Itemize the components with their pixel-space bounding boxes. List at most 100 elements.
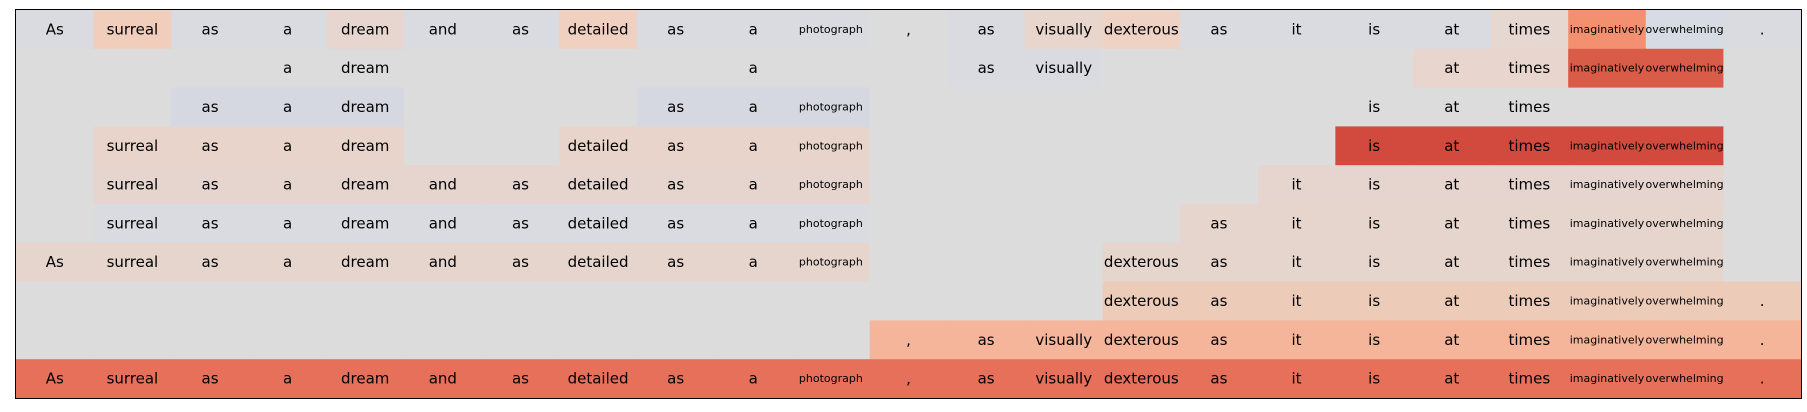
token-label: at (1444, 137, 1459, 155)
token-label: surreal (107, 370, 159, 388)
token-label: overwhelming (1646, 372, 1724, 385)
token-label: as (1210, 20, 1227, 38)
heatmap-cell (559, 10, 638, 50)
heatmap-cell (1645, 242, 1724, 283)
heatmap-cell (1102, 87, 1181, 127)
token-label: a (749, 214, 758, 232)
token-label: as (978, 20, 995, 38)
heatmap-cell (1335, 48, 1414, 89)
heatmap-cell (947, 281, 1026, 321)
token-label: photograph (799, 23, 863, 36)
heatmap-cell (792, 320, 871, 360)
heatmap-cell (1645, 126, 1724, 166)
heatmap-cell (1723, 242, 1802, 283)
heatmap-cell (481, 242, 560, 283)
token-label: overwhelming (1646, 23, 1724, 36)
heatmap-cell (1723, 126, 1802, 166)
token-label: photograph (799, 139, 863, 152)
heatmap-cell (559, 165, 638, 205)
token-label: at (1444, 59, 1459, 77)
token-label: detailed (568, 214, 629, 232)
token-label: dexterous (1104, 253, 1179, 271)
heatmap-cell (1568, 359, 1647, 399)
heatmap-cell (636, 359, 716, 399)
heatmap-cell (93, 126, 172, 166)
heatmap-cell (248, 165, 328, 205)
heatmap-cell (1723, 281, 1802, 321)
token-label: imaginatively (1570, 23, 1645, 36)
heatmap-cell (1257, 242, 1336, 283)
heatmap-cell (16, 165, 95, 205)
heatmap-cell (326, 204, 405, 244)
token-label: photograph (799, 217, 863, 230)
token-label: it (1292, 292, 1302, 310)
heatmap-cell (1645, 281, 1724, 321)
token-label: a (283, 176, 292, 194)
token-label: , (906, 370, 911, 388)
heatmap-cell (171, 87, 250, 127)
heatmap-cell (1102, 359, 1181, 399)
heatmap-cell (1568, 281, 1647, 321)
heatmap-cell (404, 242, 483, 283)
token-label: overwhelming (1646, 333, 1724, 346)
token-label: as (1210, 292, 1227, 310)
heatmap-cell (1490, 126, 1569, 166)
heatmap-cell (1335, 165, 1414, 205)
heatmap-cell (1102, 48, 1181, 89)
heatmap-cell (1412, 126, 1492, 166)
heatmap-cell (1102, 165, 1181, 205)
heatmap-cell (481, 10, 560, 50)
heatmap-cell (93, 359, 172, 399)
heatmap-cell (1102, 242, 1181, 283)
heatmap-cell (1645, 10, 1724, 50)
heatmap-cell (559, 320, 638, 360)
heatmap-cell (481, 204, 560, 244)
heatmap-cell (1568, 320, 1647, 360)
heatmap-cell (248, 320, 328, 360)
token-label: detailed (568, 20, 629, 38)
token-label: at (1444, 331, 1459, 349)
heatmap-cell (792, 204, 871, 244)
heatmap-cell (93, 10, 172, 50)
heatmap-cell (171, 204, 250, 244)
token-label: as (667, 370, 684, 388)
token-label: and (429, 214, 457, 232)
heatmap-cell (248, 87, 328, 127)
token-label: as (202, 20, 219, 38)
token-label: at (1444, 253, 1459, 271)
heatmap-cell (1490, 281, 1569, 321)
heatmap-cell (714, 281, 793, 321)
token-label: overwhelming (1646, 217, 1724, 230)
token-label: dream (341, 253, 389, 271)
heatmap-cell (792, 126, 871, 166)
token-label: a (749, 20, 758, 38)
token-label: as (978, 370, 995, 388)
heatmap-cell (93, 165, 172, 205)
heatmap-cell (1335, 242, 1414, 283)
heatmap-cell (481, 320, 560, 360)
token-label: is (1368, 331, 1380, 349)
token-label: imaginatively (1570, 333, 1645, 346)
heatmap-cell (16, 10, 95, 50)
heatmap-cell (404, 204, 483, 244)
token-label: overwhelming (1646, 178, 1724, 191)
token-label: detailed (568, 370, 629, 388)
heatmap-cell (636, 165, 716, 205)
token-label: times (1509, 137, 1551, 155)
heatmap-cell (171, 126, 250, 166)
heatmap-cell (869, 204, 948, 244)
heatmap-cell (1024, 48, 1104, 89)
heatmap-cell (1568, 242, 1647, 283)
token-label: a (749, 59, 758, 77)
heatmap-cell (559, 126, 638, 166)
heatmap-cell (248, 359, 328, 399)
token-label: a (283, 253, 292, 271)
heatmap-cell (1335, 204, 1414, 244)
heatmap-cell (1257, 87, 1336, 127)
token-label: , (906, 331, 911, 349)
heatmap-cell (1412, 87, 1492, 127)
heatmap-cell (1024, 165, 1104, 205)
heatmap-cell (326, 242, 405, 283)
token-label: dexterous (1104, 370, 1179, 388)
token-label: . (1760, 292, 1765, 310)
